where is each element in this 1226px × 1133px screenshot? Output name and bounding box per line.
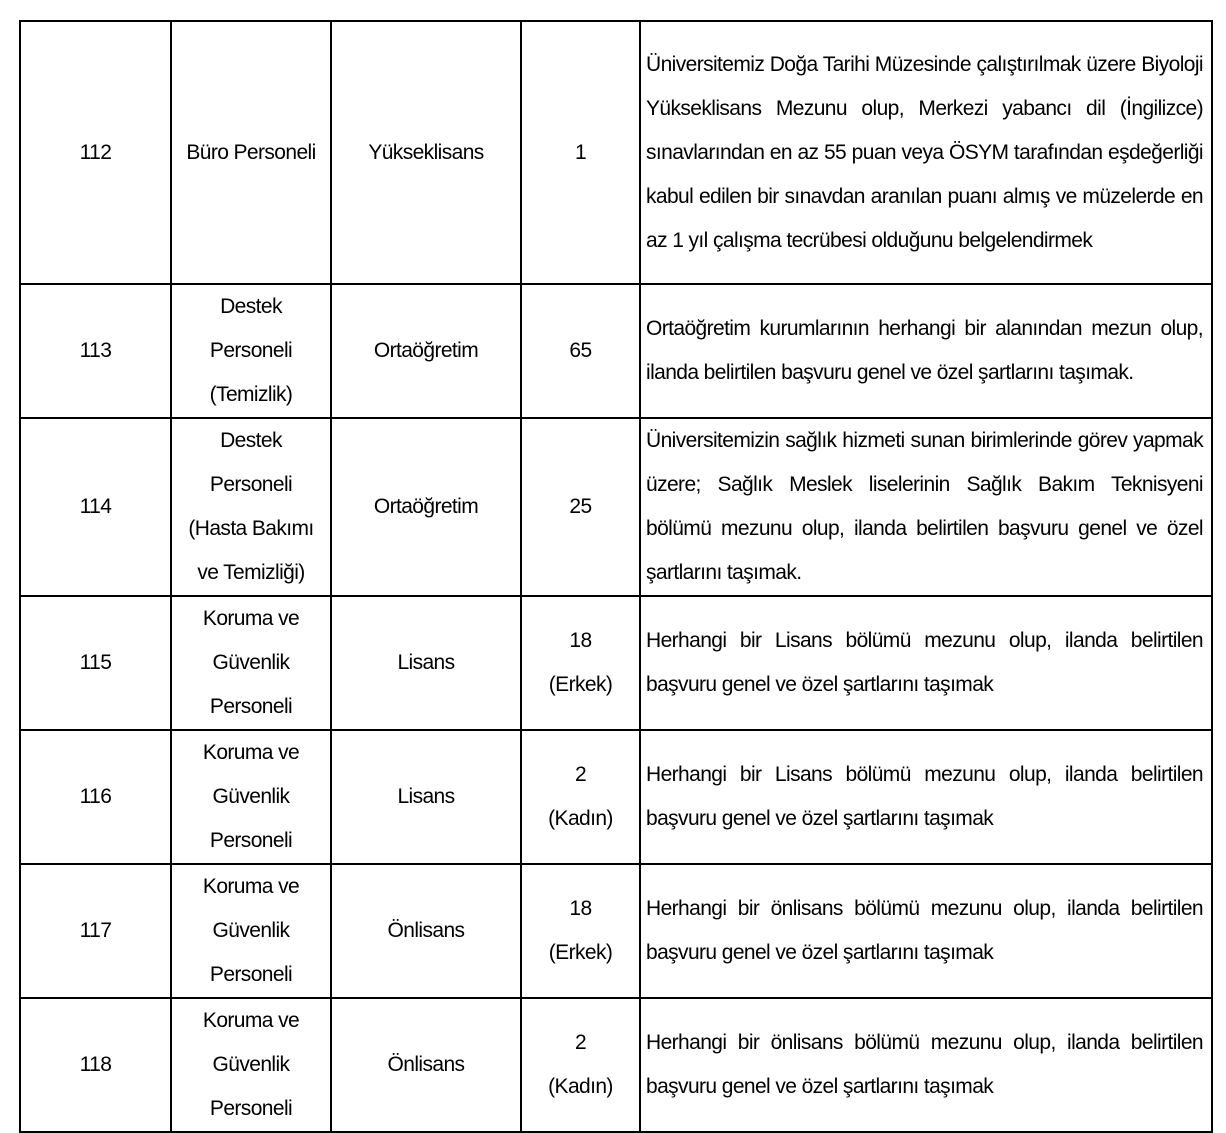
- qualification-description: Ortaöğretim kurumlarının herhangi bir al…: [639, 283, 1213, 419]
- position-count-line: 1: [574, 140, 587, 164]
- position-title: Büro Personeli: [170, 20, 332, 285]
- position-title: Koruma ve Güvenlik Personeli: [170, 729, 332, 865]
- education-level: Yükseklisans: [330, 20, 522, 285]
- position-number: 115: [19, 595, 172, 731]
- position-title-line: Personeli: [209, 339, 293, 362]
- position-count-line: (Kadın): [548, 807, 613, 830]
- position-title-line: Personeli: [209, 1097, 293, 1120]
- education-level: Ortaöğretim: [330, 283, 522, 419]
- position-count: 25: [520, 417, 641, 597]
- position-title-line: Koruma ve: [202, 741, 300, 764]
- position-count: 18 (Erkek): [520, 863, 641, 999]
- position-count: 2 (Kadın): [520, 997, 641, 1133]
- position-title-line: Personeli: [209, 829, 293, 852]
- table-row: 112 Büro Personeli Yükseklisans 1 Üniversite…: [19, 20, 1213, 285]
- position-count: 65: [520, 283, 641, 419]
- position-title-line: Güvenlik: [212, 651, 291, 674]
- position-number: 117: [19, 863, 172, 999]
- education-level: Lisans: [330, 595, 522, 731]
- education-level: Önlisans: [330, 863, 522, 999]
- table-row: 115 Koruma ve Güvenlik Personeli Lisans 18 (Er…: [19, 595, 1213, 731]
- position-title-line: Destek: [220, 295, 282, 318]
- position-count-line: (Erkek): [548, 673, 613, 696]
- position-title-line: Destek: [220, 429, 282, 452]
- education-level: Lisans: [330, 729, 522, 865]
- table-row: 118 Koruma ve Güvenlik Personeli Önlisans 2 (K…: [19, 997, 1213, 1133]
- positions-table: 112 Büro Personeli Yükseklisans 1 Üniversite…: [19, 20, 1213, 1133]
- position-count-line: (Erkek): [548, 941, 613, 964]
- position-number: 116: [19, 729, 172, 865]
- table-row: 117 Koruma ve Güvenlik Personeli Önlisans 18 (…: [19, 863, 1213, 999]
- position-number: 112: [19, 20, 172, 285]
- position-number: 114: [19, 417, 172, 597]
- position-count-line: 65: [569, 339, 592, 362]
- position-title-line: Personeli: [209, 473, 293, 496]
- position-title-line: Büro Personeli: [186, 140, 316, 164]
- education-level: Önlisans: [330, 997, 522, 1133]
- qualification-description: Herhangi bir önlisans bölümü mezunu olup…: [639, 997, 1213, 1133]
- position-title: Koruma ve Güvenlik Personeli: [170, 595, 332, 731]
- position-count: 18 (Erkek): [520, 595, 641, 731]
- position-count-line: 2: [574, 1031, 587, 1054]
- position-count-line: (Kadın): [548, 1075, 613, 1098]
- education-level: Ortaöğretim: [330, 417, 522, 597]
- position-count-line: 25: [569, 495, 592, 518]
- table-row: 116 Koruma ve Güvenlik Personeli Lisans 2 (Kad…: [19, 729, 1213, 865]
- position-title: Destek Personeli (Hasta Bakımı ve Temizliği…: [170, 417, 332, 597]
- position-title-line: Koruma ve: [202, 1009, 300, 1032]
- position-title-line: Güvenlik: [212, 1053, 291, 1076]
- position-number: 113: [19, 283, 172, 419]
- qualification-description: Üniversitemiz Doğa Tarihi Müzesinde çalı…: [639, 20, 1213, 285]
- position-title: Koruma ve Güvenlik Personeli: [170, 863, 332, 999]
- position-title-line: Güvenlik: [212, 785, 291, 808]
- position-title-line: Personeli: [209, 695, 293, 718]
- position-title-line: (Hasta Bakımı: [188, 517, 314, 540]
- table-row: 113 Destek Personeli (Temizlik) Ortaöğretim 6…: [19, 283, 1213, 419]
- table-row: 114 Destek Personeli (Hasta Bakımı ve Temizl…: [19, 417, 1213, 597]
- position-number: 118: [19, 997, 172, 1133]
- position-count: 1: [520, 20, 641, 285]
- qualification-description: Herhangi bir Lisans bölümü mezunu olup, …: [639, 595, 1213, 731]
- qualification-description: Herhangi bir Lisans bölümü mezunu olup, …: [639, 729, 1213, 865]
- position-count: 2 (Kadın): [520, 729, 641, 865]
- position-title-line: Koruma ve: [202, 607, 300, 630]
- position-title: Destek Personeli (Temizlik): [170, 283, 332, 419]
- position-title-line: (Temizlik): [209, 383, 293, 406]
- qualification-description: Üniversitemizin sağlık hizmeti sunan bir…: [639, 417, 1213, 597]
- position-title: Koruma ve Güvenlik Personeli: [170, 997, 332, 1133]
- position-count-line: 18: [569, 897, 592, 920]
- position-title-line: ve Temizliği): [197, 561, 305, 584]
- position-title-line: Personeli: [209, 963, 293, 986]
- position-count-line: 18: [569, 629, 592, 652]
- position-title-line: Koruma ve: [202, 875, 300, 898]
- position-title-line: Güvenlik: [212, 919, 291, 942]
- position-count-line: 2: [574, 763, 587, 786]
- qualification-description: Herhangi bir önlisans bölümü mezunu olup…: [639, 863, 1213, 999]
